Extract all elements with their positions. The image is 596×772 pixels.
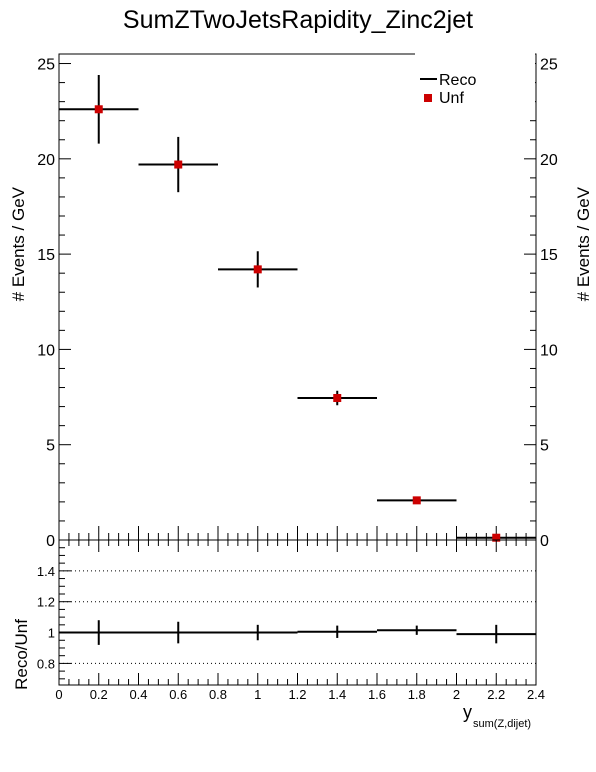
y-tick-label-right: 25 [540, 57, 558, 74]
x-tick-label: 0 [55, 687, 62, 702]
legend-unf-marker [424, 94, 432, 102]
x-tick-label: 2.4 [527, 687, 545, 702]
x-tick-label: 0.6 [169, 687, 187, 702]
legend: Reco Unf [415, 52, 535, 108]
y-tick-label-left: 20 [37, 152, 55, 169]
unf-point [253, 265, 262, 274]
y-tick-label-left: 25 [37, 57, 55, 74]
ratio-plot-frame [58, 539, 537, 686]
y-tick-label-right: 5 [540, 438, 549, 455]
ratio-y-tick-label: 1.4 [37, 564, 55, 579]
y-axis-label-right: # Events / GeV [574, 186, 593, 301]
y-axis-label-left: # Events / GeV [9, 186, 28, 301]
unf-point [412, 496, 421, 505]
y-tick-label-left: 15 [37, 247, 55, 264]
legend-reco-label: Reco [439, 72, 476, 89]
unf-point [492, 533, 501, 542]
x-tick-label: 0.4 [129, 687, 147, 702]
y-tick-label-right: 15 [540, 247, 558, 264]
chart-title: SumZTwoJetsRapidity_Zinc2jet [123, 6, 473, 34]
y-tick-label-right: 0 [540, 533, 549, 550]
ratio-y-tick-label: 1 [48, 626, 55, 641]
x-axis-label-subscript: sum(Z,dijet) [473, 718, 531, 730]
x-tick-label: 1.6 [368, 687, 386, 702]
x-tick-label: 1.4 [328, 687, 346, 702]
unf-point [333, 394, 342, 403]
ratio-axis-ticks: 0.8 1 1.2 1.4 0 0.2 0.4 0.6 0.8 1 1.2 1.4 1.6 1.8 2 2.2… [37, 539, 545, 702]
unf-point [174, 160, 183, 169]
legend-unf-label: Unf [439, 90, 464, 107]
ratio-y-tick-label: 0.8 [37, 656, 55, 671]
ratio-reference-lines [59, 570, 536, 664]
x-tick-label: 1.2 [288, 687, 306, 702]
ratio-y-tick-label: 1.2 [37, 595, 55, 610]
x-tick-label: 0.8 [209, 687, 227, 702]
x-axis-label: y [463, 702, 472, 722]
x-tick-label: 1.8 [408, 687, 426, 702]
x-tick-label: 2.2 [487, 687, 505, 702]
y-tick-label-right: 20 [540, 152, 558, 169]
y-tick-label-left: 0 [46, 533, 55, 550]
y-tick-label-left: 10 [37, 342, 55, 359]
ratio-panel: 0.8 1 1.2 1.4 0 0.2 0.4 0.6 0.8 1 1.2 1.4 1.6 1.8 2 2.2… [12, 539, 545, 730]
y-tick-label-right: 10 [540, 342, 558, 359]
main-axis-ticks: 0 0 5 5 10 10 15 15 20 20 25 25 [37, 57, 558, 550]
x-tick-label: 1 [254, 687, 261, 702]
x-tick-label: 2 [453, 687, 460, 702]
ratio-y-axis-label: Reco/Unf [12, 619, 31, 690]
main-plot-frame [58, 53, 537, 541]
main-series [59, 74, 536, 542]
unf-point [94, 105, 103, 114]
y-tick-label-left: 5 [46, 438, 55, 455]
ratio-series [59, 620, 536, 645]
main-panel: 0 0 5 5 10 10 15 15 20 20 25 25 # Events / GeV # Ev… [9, 52, 593, 550]
x-tick-label: 0.2 [90, 687, 108, 702]
